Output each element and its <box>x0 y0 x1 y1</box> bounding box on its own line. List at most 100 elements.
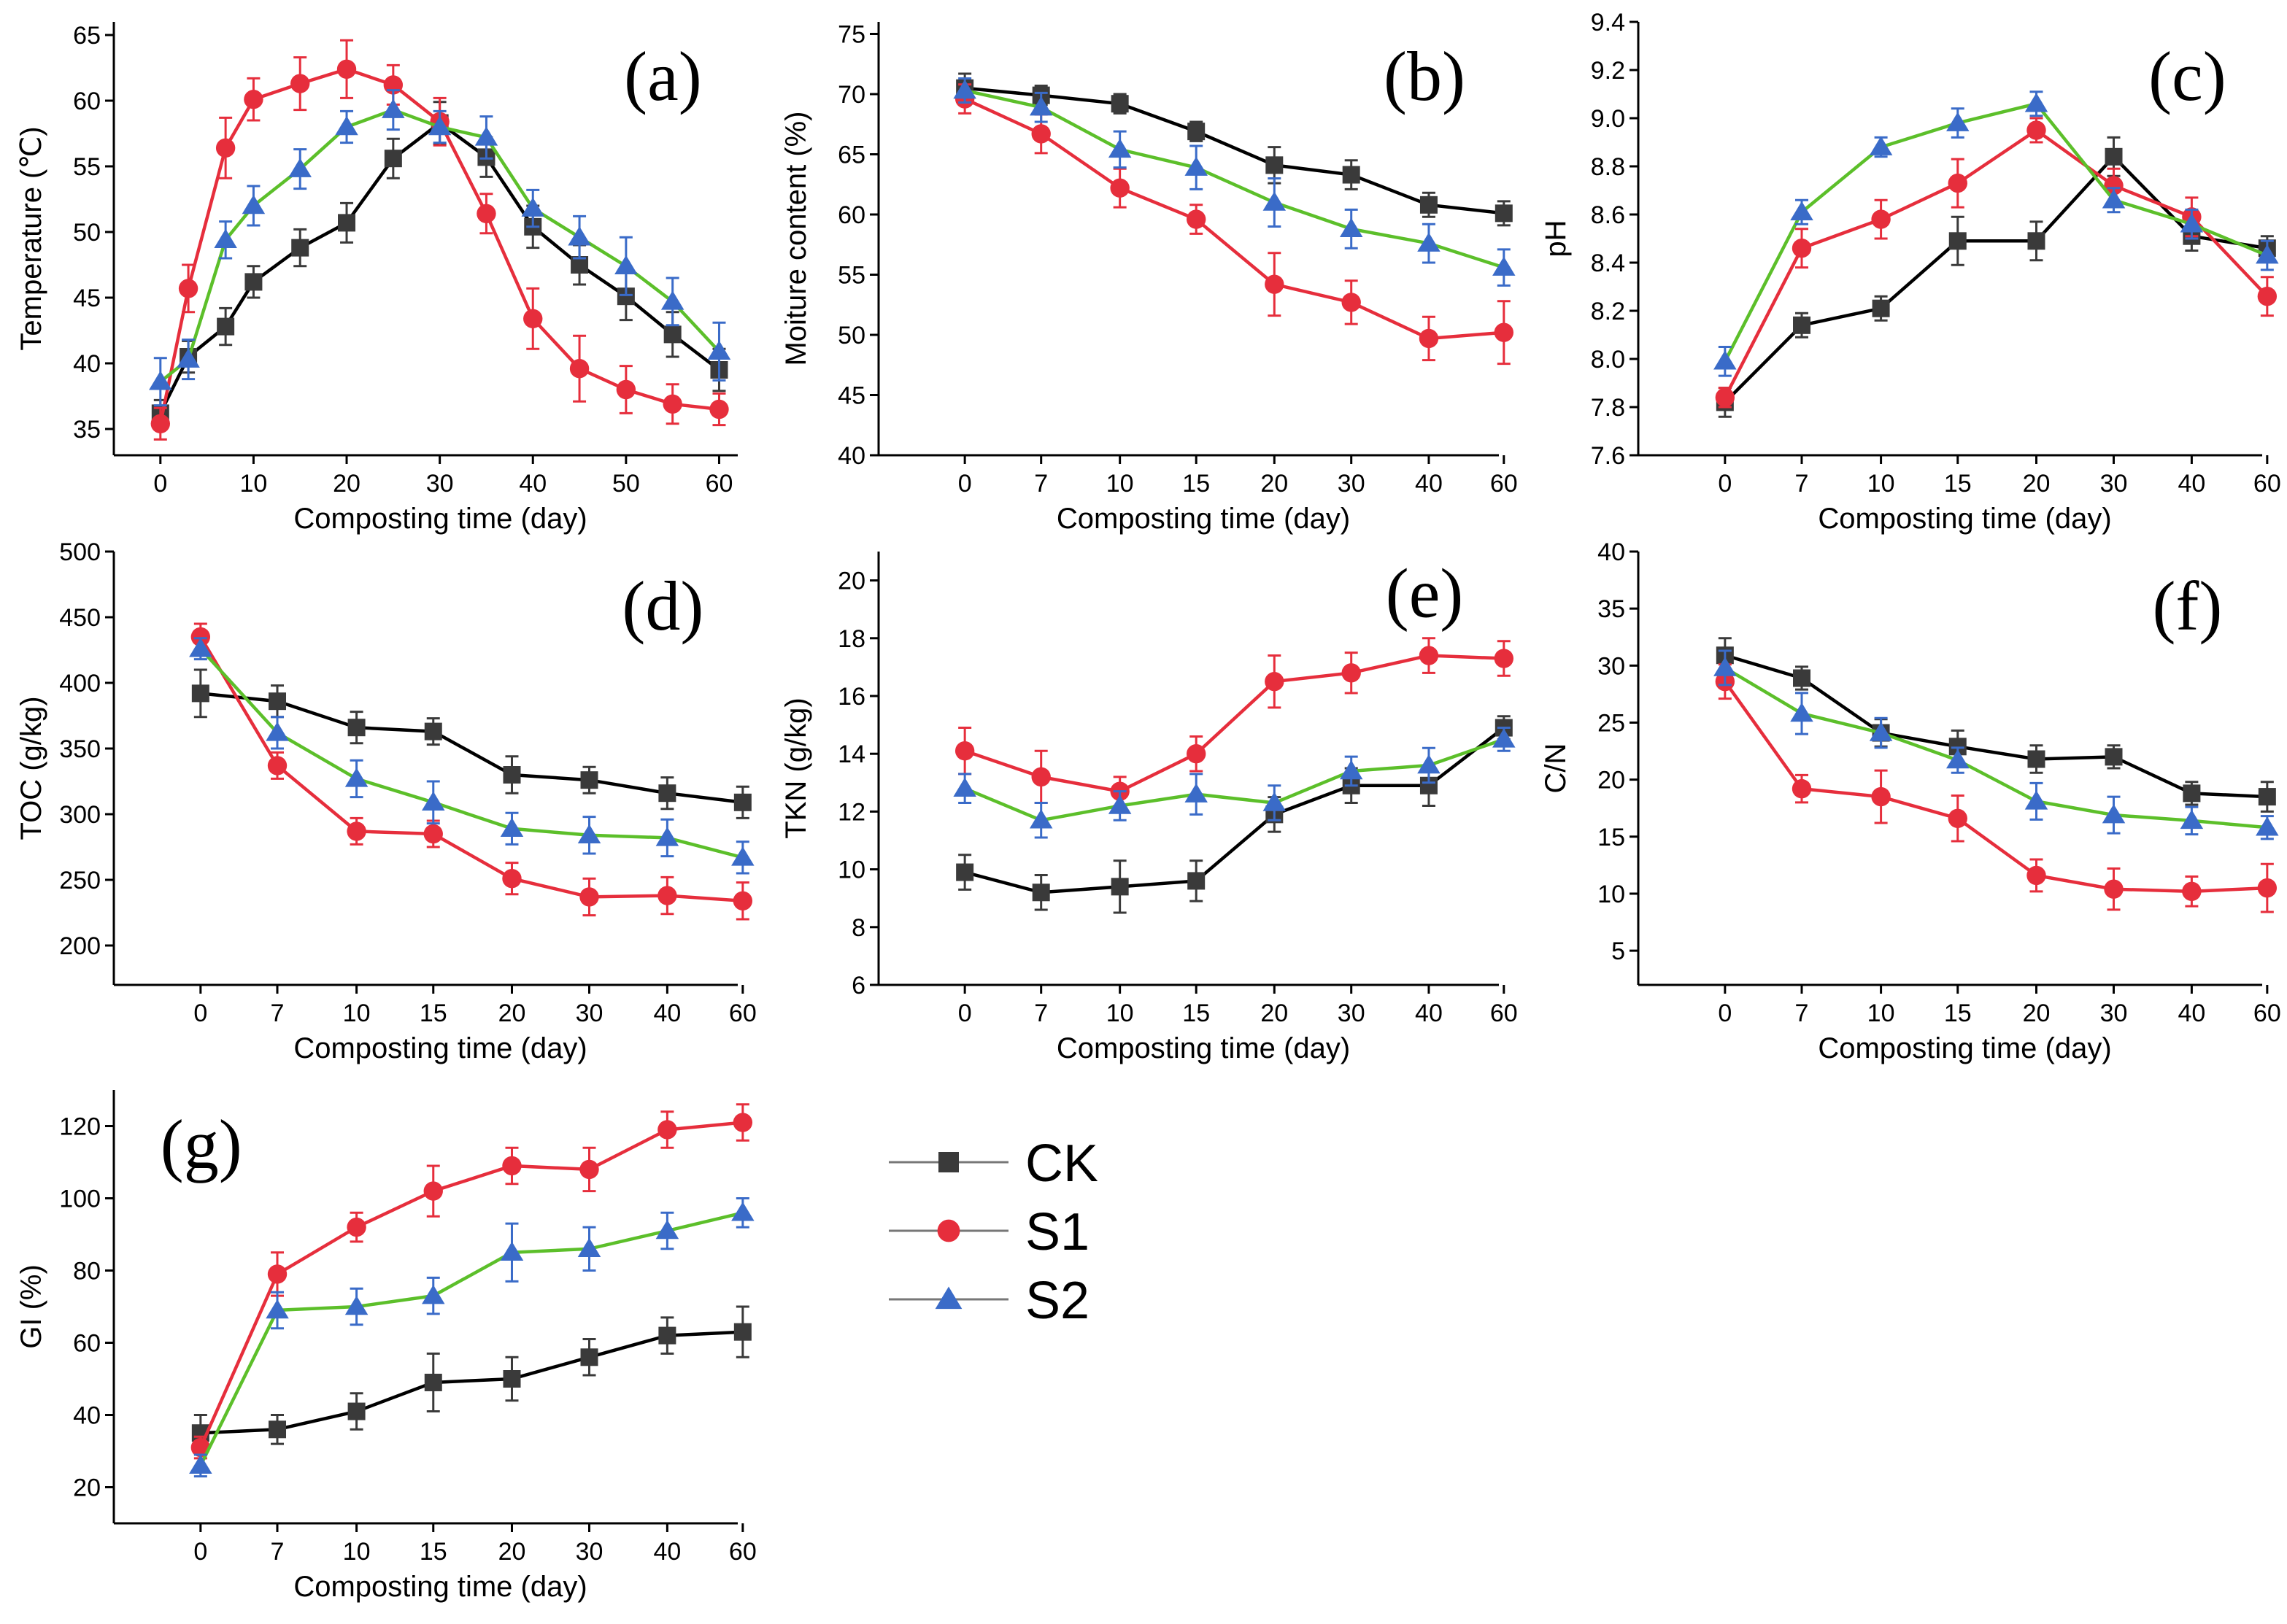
x-tick-label: 30 <box>426 470 454 498</box>
data-point-S2 <box>1417 232 1441 252</box>
data-point-S2 <box>1946 749 1970 769</box>
y-axis-label: Temperature (℃) <box>15 126 47 350</box>
data-point-S2 <box>344 1296 369 1315</box>
y-tick-label: 65 <box>838 142 865 169</box>
data-point-CK <box>580 771 598 789</box>
chart-panel-a: 35 40 45 50 55 60 65 0 10 20 30 40 50 60 Composting ti… <box>15 22 738 535</box>
series-S1 <box>1715 663 2278 913</box>
data-point-CK <box>424 1373 442 1391</box>
data-point-CK <box>338 214 356 232</box>
data-point-CK <box>424 722 442 741</box>
data-point-S2 <box>1029 96 1053 116</box>
data-point-CK <box>2027 750 2045 768</box>
x-tick-label: 7 <box>271 1538 285 1566</box>
x-axis-label: Composting time (day) <box>1057 1032 1350 1064</box>
data-point-S1 <box>267 756 288 776</box>
y-axis-label: TOC (g/kg) <box>15 696 47 840</box>
data-point-S2 <box>731 846 755 866</box>
legend-marker-S2 <box>935 1286 963 1310</box>
y-tick-label: 60 <box>73 88 101 115</box>
x-tick-label: 10 <box>1106 470 1134 498</box>
y-axis-label: Moiture content (%) <box>780 111 812 366</box>
x-tick-label: 20 <box>333 470 360 498</box>
series-line-S2 <box>964 88 1505 269</box>
data-point-S1 <box>1494 322 1513 342</box>
data-point-S1 <box>954 741 975 761</box>
x-tick-label: 20 <box>498 1538 526 1566</box>
data-point-S2 <box>707 340 731 360</box>
series-line-S2 <box>159 108 721 383</box>
x-axis-label: Composting time (day) <box>293 1571 587 1603</box>
x-tick-label: 0 <box>958 470 972 498</box>
data-point-S2 <box>731 1202 755 1221</box>
y-tick-label: 15 <box>1597 824 1625 851</box>
data-point-S2 <box>1184 156 1208 176</box>
x-tick-label: 40 <box>2178 470 2205 498</box>
y-axis-label: GI (%) <box>15 1264 47 1349</box>
data-point-S2 <box>2256 816 2279 836</box>
data-point-S2 <box>1262 792 1287 811</box>
data-point-S2 <box>1184 783 1208 803</box>
x-tick-label: 10 <box>1867 470 1895 498</box>
x-tick-label: 60 <box>2253 470 2281 498</box>
data-point-CK <box>2183 784 2201 803</box>
data-point-S1 <box>1341 293 1361 312</box>
y-tick-label: 25 <box>1597 709 1625 737</box>
x-tick-label: 40 <box>1415 999 1443 1027</box>
data-point-S2 <box>2024 93 2048 112</box>
x-tick-label: 30 <box>2100 470 2128 498</box>
data-point-S2 <box>655 827 679 846</box>
x-tick-label: 30 <box>1338 470 1365 498</box>
data-point-S1 <box>215 138 236 158</box>
y-tick-label: 80 <box>73 1258 101 1285</box>
data-point-S2 <box>2024 790 2048 810</box>
data-point-S2 <box>655 1220 679 1240</box>
data-point-CK <box>1111 95 1129 113</box>
x-tick-label: 60 <box>2253 999 2281 1027</box>
data-point-CK <box>1187 872 1206 890</box>
chart-panel-e: 6 8 10 12 14 16 18 20 0 7 10 15 20 30 40 60 Composting t… <box>780 552 1518 1064</box>
x-tick-label: 20 <box>2023 470 2051 498</box>
data-point-S2 <box>214 228 237 249</box>
series-line-CK <box>964 86 1505 215</box>
data-point-S2 <box>500 1241 524 1261</box>
x-tick-label: 40 <box>519 470 547 498</box>
y-tick-label: 7.6 <box>1591 442 1625 470</box>
y-tick-label: 120 <box>59 1113 101 1141</box>
data-point-S1 <box>2257 878 2278 898</box>
data-point-S1 <box>663 394 682 414</box>
series-S1 <box>954 83 1513 366</box>
x-tick-label: 0 <box>193 999 207 1027</box>
data-point-CK <box>658 784 676 803</box>
x-tick-label: 10 <box>343 1538 371 1566</box>
data-point-S2 <box>953 80 976 99</box>
x-tick-label: 60 <box>706 470 733 498</box>
series-S1 <box>150 39 729 441</box>
x-tick-label: 0 <box>958 999 972 1027</box>
y-tick-label: 40 <box>73 1402 101 1430</box>
data-point-S2 <box>1262 191 1287 211</box>
data-point-S1 <box>2026 120 2046 140</box>
data-point-S1 <box>1948 173 1967 193</box>
y-tick-label: 10 <box>1597 881 1625 908</box>
data-point-S1 <box>1948 808 1967 828</box>
data-point-CK <box>1111 878 1129 896</box>
data-point-S1 <box>1792 778 1812 799</box>
data-point-S2 <box>1339 759 1363 780</box>
data-point-S1 <box>1419 646 1439 665</box>
y-tick-label: 35 <box>1597 595 1625 623</box>
data-point-S1 <box>1341 663 1361 683</box>
x-tick-label: 7 <box>1795 470 1809 498</box>
legend-label-S1: S1 <box>1025 1203 1089 1261</box>
y-tick-label: 55 <box>838 262 865 290</box>
legend-marker-CK <box>938 1152 959 1172</box>
y-tick-label: 8.8 <box>1591 153 1625 181</box>
y-tick-label: 50 <box>838 322 865 349</box>
y-tick-label: 8.2 <box>1591 298 1625 325</box>
series-CK <box>151 101 728 428</box>
y-tick-label: 20 <box>838 568 865 595</box>
data-point-S1 <box>523 309 543 328</box>
data-point-S1 <box>1265 274 1284 294</box>
panel-label: (d) <box>622 567 703 645</box>
y-tick-label: 8.4 <box>1591 250 1625 277</box>
